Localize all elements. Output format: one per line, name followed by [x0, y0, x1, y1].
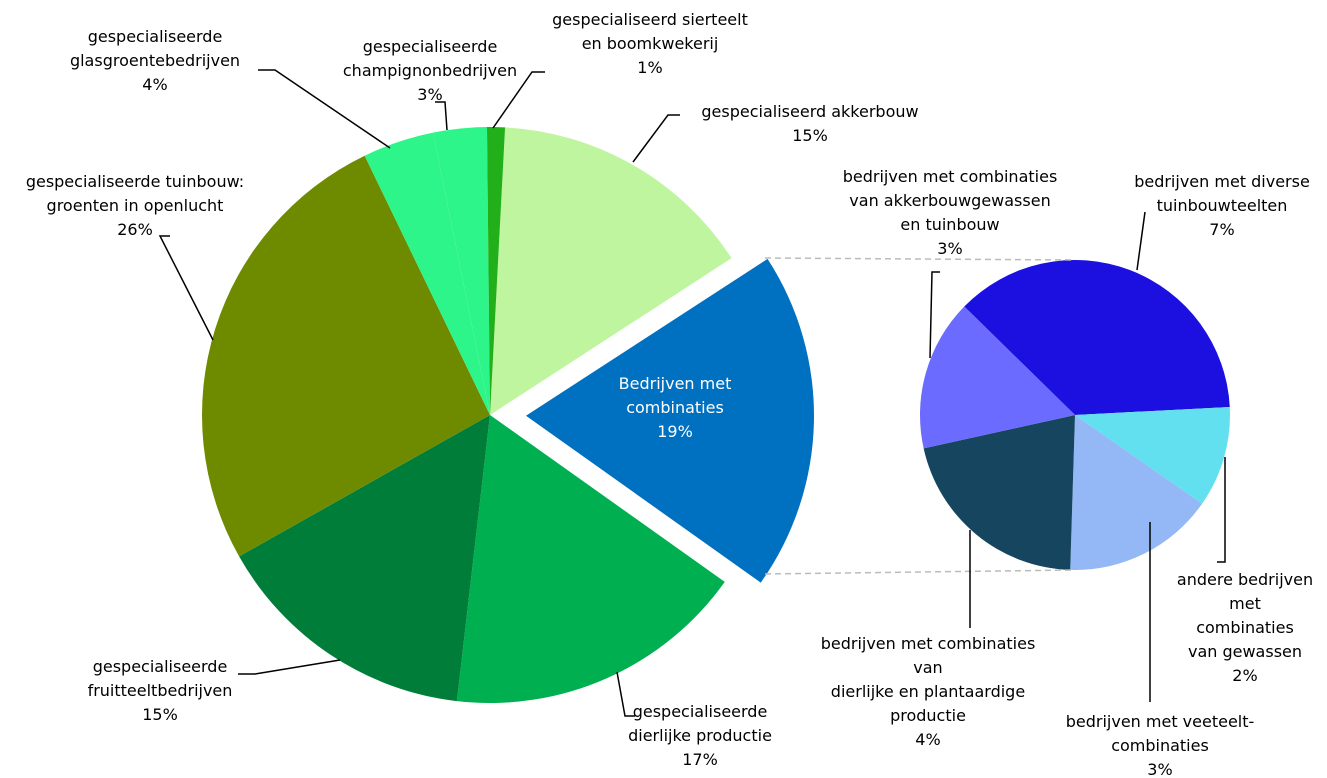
pie-slice [964, 260, 1230, 415]
data-label: gespecialiseerde dierlijke productie 17% [550, 700, 850, 772]
pie-slice [239, 415, 490, 702]
data-label: bedrijven met diverse tuinbouwteelten 7% [1072, 170, 1327, 242]
value-label: 4% [142, 75, 168, 94]
category-label: Bedrijven met combinaties [618, 374, 732, 417]
value-label: 17% [682, 750, 718, 769]
leader-line [238, 659, 341, 675]
pie-slice [1070, 415, 1203, 570]
value-label: 3% [937, 239, 963, 258]
value-label: 26% [117, 220, 153, 239]
value-label: 19% [657, 422, 693, 441]
pie-slice [923, 415, 1075, 570]
value-label: 7% [1209, 220, 1235, 239]
value-label: 1% [637, 58, 663, 77]
value-label: 15% [142, 705, 178, 724]
category-label: gespecialiseerde glasgroentebedrijven [69, 27, 241, 70]
data-label: andere bedrijven met combinaties van gew… [1095, 568, 1327, 688]
data-label: Bedrijven met combinaties 19% [525, 372, 825, 444]
leader-line [929, 271, 940, 359]
category-label: gespecialiseerde tuinbouw: groenten in o… [25, 172, 245, 215]
data-label: gespecialiseerde champignonbedrijven 3% [280, 35, 580, 107]
leader-line [158, 235, 214, 341]
data-label: gespecialiseerd akkerbouw 15% [660, 100, 960, 148]
data-label: gespecialiseerde fruitteeltbedrijven 15% [10, 655, 310, 727]
data-label: bedrijven met combinaties van akkerbouwg… [800, 165, 1100, 261]
pie-slice [456, 415, 725, 704]
leader-line [1136, 211, 1146, 271]
connector [764, 569, 1076, 575]
data-label: bedrijven met veeteelt- combinaties 3% [1010, 710, 1310, 778]
value-label: 3% [417, 85, 443, 104]
pie-slice [1075, 406, 1230, 504]
data-label: bedrijven met combinaties van dierlijke … [778, 632, 1078, 752]
pie-slice [920, 306, 1075, 449]
category-label: andere bedrijven met combinaties van gew… [1176, 570, 1314, 661]
category-label: bedrijven met combinaties van dierlijke … [820, 634, 1036, 725]
category-label: gespecialiseerde dierlijke productie [628, 702, 772, 745]
leader-line [492, 71, 545, 129]
pie-slice [490, 127, 732, 416]
leader-line [258, 69, 391, 149]
pie-slice [201, 155, 490, 557]
category-label: gespecialiseerd akkerbouw [701, 102, 919, 121]
category-label: bedrijven met combinaties van akkerbouwg… [842, 167, 1058, 234]
category-label: bedrijven met veeteelt- combinaties [1065, 712, 1255, 755]
value-label: 2% [1232, 666, 1258, 685]
category-label: bedrijven met diverse tuinbouwteelten [1134, 172, 1310, 215]
leader-line [616, 671, 635, 717]
data-label: gespecialiseerd sierteelt en boomkwekeri… [500, 8, 800, 80]
data-label: gespecialiseerde tuinbouw: groenten in o… [0, 170, 285, 242]
category-label: gespecialiseerd sierteelt en boomkwekeri… [552, 10, 748, 53]
value-label: 15% [792, 126, 828, 145]
value-label: 3% [1147, 760, 1173, 778]
value-label: 4% [915, 730, 941, 749]
pie-slice [433, 127, 490, 415]
pie-slice [525, 258, 814, 583]
leader-lines [158, 69, 1226, 717]
data-label: gespecialiseerde glasgroentebedrijven 4% [5, 25, 305, 97]
leader-line [632, 114, 680, 163]
leader-line [1217, 457, 1226, 563]
pie-slice [486, 127, 506, 415]
category-label: gespecialiseerde champignonbedrijven [342, 37, 518, 80]
slices [201, 127, 1230, 704]
pie-slice [364, 132, 490, 416]
leader-line [435, 101, 448, 131]
connector [764, 257, 1076, 261]
category-label: gespecialiseerde fruitteeltbedrijven [87, 657, 233, 700]
